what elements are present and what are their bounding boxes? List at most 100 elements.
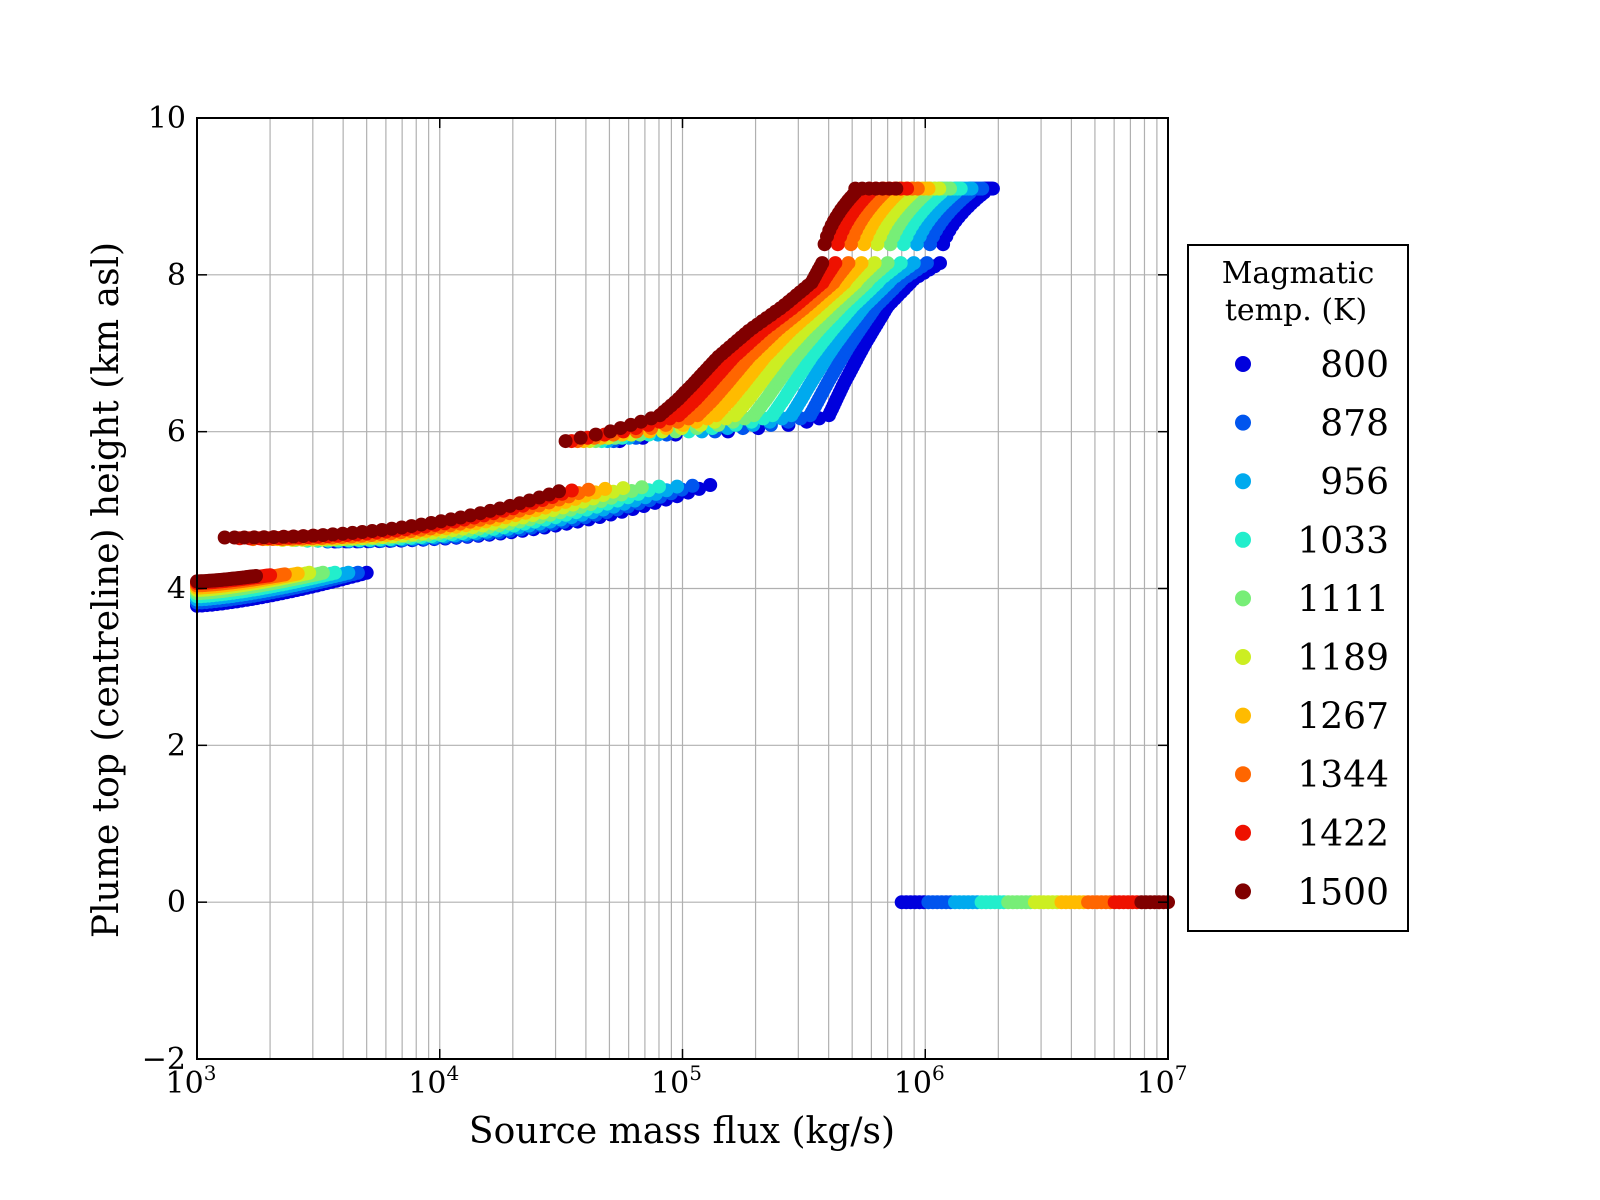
point — [564, 483, 579, 498]
legend-item-800: 800 — [1235, 345, 1389, 386]
point — [327, 565, 342, 580]
point — [906, 256, 921, 271]
y-axis: −2 0 2 4 6 8 10 — [142, 101, 1168, 1077]
point — [296, 529, 311, 544]
legend-label: 800 — [1320, 345, 1389, 386]
legend-item-878: 878 — [1235, 404, 1389, 445]
point — [985, 181, 1000, 196]
point — [964, 181, 979, 196]
point — [290, 566, 305, 581]
point — [652, 479, 666, 494]
legend-items: 800 878 956 1033 1111 1189 1267 1344 1422 1500 — [1235, 345, 1389, 913]
legend-item-1189: 1189 — [1235, 638, 1389, 679]
point — [815, 256, 830, 271]
point — [257, 530, 271, 545]
point — [315, 565, 330, 580]
point — [900, 181, 915, 196]
y-tick-label: 0 — [167, 885, 186, 920]
point — [247, 530, 262, 545]
point — [266, 530, 281, 545]
legend-label: 1111 — [1297, 579, 1389, 620]
series-layer — [190, 181, 1175, 910]
point — [880, 256, 895, 271]
point — [953, 181, 968, 196]
point — [975, 181, 990, 196]
legend-marker — [1235, 883, 1251, 900]
point — [670, 479, 685, 494]
legend-marker — [1235, 824, 1251, 841]
point — [919, 256, 934, 271]
series-1189 — [190, 181, 1065, 910]
point — [854, 256, 869, 271]
legend-marker — [1235, 649, 1251, 665]
legend-marker — [1235, 531, 1251, 548]
y-tick-label: 4 — [167, 572, 186, 607]
point — [588, 427, 603, 442]
point — [598, 481, 613, 496]
y-tick-label: −2 — [142, 1042, 186, 1077]
legend-label: 956 — [1320, 462, 1389, 503]
point — [263, 568, 278, 583]
point — [932, 181, 947, 196]
x-axis-title: Source mass flux (kg/s) — [469, 1111, 895, 1152]
legend-marker — [1235, 473, 1251, 490]
y-tick-label: 6 — [167, 415, 186, 450]
legend-label: 1422 — [1297, 814, 1389, 855]
point — [921, 181, 936, 196]
point — [558, 434, 573, 449]
legend-item-1033: 1033 — [1235, 521, 1389, 562]
point — [581, 482, 596, 497]
point — [910, 181, 925, 196]
point — [286, 529, 301, 544]
point — [889, 181, 904, 196]
legend: Magmatic temp. (K) 800 878 956 1033 1111 1189… — [1187, 244, 1409, 932]
legend-item-956: 956 — [1235, 462, 1389, 503]
grid — [197, 118, 1168, 1059]
legend-box — [1187, 244, 1409, 932]
y-axis-title: Plume top (centreline) height (km asl) — [86, 242, 127, 938]
point — [933, 256, 947, 271]
legend-title-line-2: temp. (K) — [1225, 293, 1367, 328]
legend-item-1111: 1111 — [1235, 579, 1389, 620]
legend-label: 1344 — [1297, 755, 1389, 796]
x-tick-label: 105 — [651, 1061, 702, 1101]
series-1500 — [190, 181, 1175, 910]
point — [249, 569, 263, 583]
point — [217, 530, 232, 545]
legend-marker — [1235, 766, 1251, 783]
point — [552, 484, 566, 499]
point — [703, 478, 718, 492]
point — [573, 430, 588, 445]
legend-marker — [1235, 356, 1251, 372]
point — [634, 480, 649, 495]
x-axis: 103 104 105 106 107 — [166, 118, 1188, 1101]
point — [616, 481, 631, 496]
x-tick-label: 103 — [166, 1061, 217, 1101]
legend-marker — [1235, 414, 1251, 431]
legend-label: 1267 — [1297, 697, 1389, 738]
point — [943, 181, 957, 196]
x-tick-label: 106 — [894, 1061, 945, 1101]
point — [277, 567, 292, 582]
point — [237, 530, 252, 545]
legend-label: 1189 — [1297, 638, 1389, 679]
legend-label: 1500 — [1297, 872, 1389, 913]
point — [685, 478, 700, 493]
legend-marker — [1235, 707, 1251, 724]
x-tick-label: 104 — [408, 1061, 459, 1101]
legend-marker — [1235, 590, 1251, 607]
legend-label: 1033 — [1297, 521, 1389, 562]
legend-item-1500: 1500 — [1235, 872, 1389, 913]
point — [867, 256, 882, 271]
y-tick-label: 8 — [167, 258, 186, 293]
x-tick-label: 107 — [1137, 1061, 1188, 1101]
legend-title-line-1: Magmatic — [1222, 256, 1375, 291]
point — [350, 565, 365, 580]
point — [227, 530, 242, 545]
y-tick-label: 10 — [148, 101, 186, 136]
point — [276, 529, 291, 544]
point — [893, 256, 908, 271]
point — [341, 565, 356, 580]
legend-label: 878 — [1320, 404, 1389, 445]
